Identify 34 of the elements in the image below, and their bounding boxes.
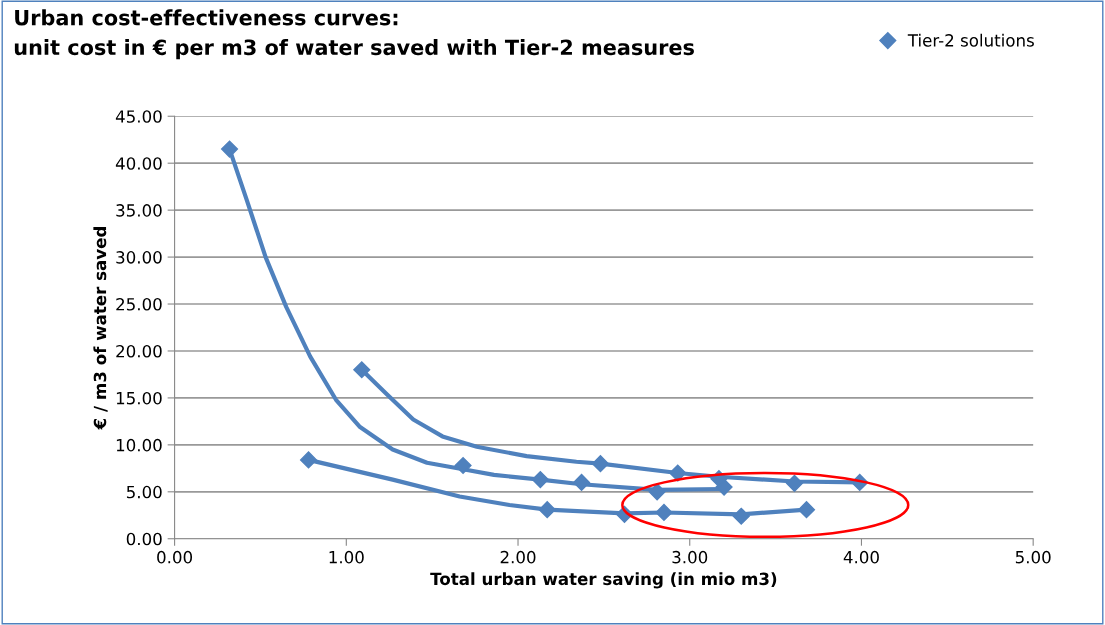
point	[220, 140, 239, 158]
point	[573, 473, 591, 491]
y-tick-label: 40.00	[115, 157, 162, 170]
x-tick-label: 3.00	[672, 550, 708, 564]
y-tick-label: 15.00	[116, 391, 162, 405]
y-tick-label: 0.00	[126, 532, 162, 546]
y-axis-title: € / m3 of water saved	[93, 227, 108, 430]
point	[785, 474, 804, 492]
point	[655, 503, 673, 522]
x-tick-label: 1.00	[329, 550, 364, 564]
legend-label: Tier-2 solutions	[907, 33, 1034, 47]
point	[538, 501, 556, 519]
point	[353, 361, 371, 379]
y-tick-label: 45.00	[115, 110, 162, 123]
y-tick-label: 30.00	[116, 251, 162, 264]
y-tick-label: 20.00	[116, 344, 162, 358]
y-tick-label: 35.00	[116, 204, 162, 217]
x-tick-label: 5.00	[1015, 550, 1051, 564]
y-tick-label: 25.00	[116, 297, 162, 311]
point	[669, 464, 687, 482]
y-tick-label: 10.00	[116, 438, 162, 452]
point	[531, 471, 549, 489]
x-tick-label: 4.00	[843, 550, 879, 564]
y-tick-label: 5.00	[126, 485, 162, 499]
point	[299, 451, 318, 469]
point	[454, 456, 472, 475]
x-tick-label: 2.00	[500, 550, 536, 564]
chart-title: Urban cost-effectiveness curves: unit cost in € per m3 of water saved with Tier-2 measures	[14, 9, 694, 60]
point	[797, 501, 816, 519]
x-axis-title: Total urban water saving (in mio m3)	[430, 572, 777, 589]
point	[732, 507, 750, 525]
x-tick-label: 0.00	[157, 550, 193, 564]
point	[591, 455, 610, 473]
point	[648, 483, 666, 501]
